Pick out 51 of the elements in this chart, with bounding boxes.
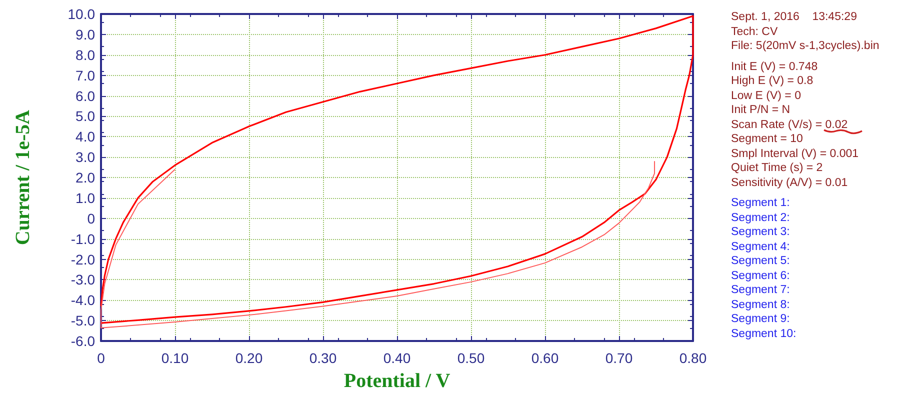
text: Init P/N = N: [731, 103, 792, 118]
y-tick-label: 7.0: [76, 67, 96, 84]
text: Quiet Time (s) = 2: [731, 161, 824, 176]
y-tick-label: -6.0: [70, 333, 96, 349]
y-tick-label: 9.0: [76, 26, 96, 42]
text: Smpl Interval (V) = 0.001: [731, 146, 860, 161]
x-tick-label: 0.10: [161, 350, 189, 366]
x-tick-label: 0.50: [457, 350, 485, 366]
y-tick-label: 0: [87, 210, 96, 226]
text: Segment = 10: [731, 132, 804, 146]
y-tick-label: -3.0: [70, 272, 96, 288]
text: Segment 2:: [731, 210, 791, 225]
x-tick-label: 0.30: [309, 350, 337, 366]
x-tick-label: 0: [97, 350, 106, 366]
y-tick-label: -1.0: [70, 230, 96, 247]
text: Segment 5:: [731, 254, 791, 268]
y-tick-label: 3.0: [76, 149, 96, 166]
text: File: 5(20mV s-1,3cycles).bin: [731, 39, 880, 54]
x-tick-label: 0.80: [679, 350, 707, 366]
y-tick-label: 4.0: [76, 128, 96, 145]
text: Tech: CV: [731, 24, 779, 39]
text: Sept. 1, 2016 13:45:29: [731, 10, 858, 24]
text: High E (V) = 0.8: [731, 74, 814, 88]
x-tick-label: 0.70: [605, 350, 633, 366]
text: Segment 6:: [731, 268, 791, 283]
text: Segment 8:: [731, 298, 791, 312]
y-tick-label: 10.0: [68, 6, 96, 22]
x-axis-title: Potential / V: [344, 370, 451, 392]
y-tick-label: 6.0: [76, 88, 96, 104]
x-tick-label: 0.40: [383, 350, 411, 366]
x-tick-label: 0.60: [531, 350, 559, 366]
text: Low E (V) = 0: [731, 88, 802, 103]
y-tick-label: -2.0: [70, 251, 96, 268]
text: Sensitivity (A/V) = 0.01: [731, 176, 849, 190]
text: Init E (V) = 0.748: [731, 60, 819, 74]
y-axis-title: Current / 1e-5A: [12, 109, 34, 246]
y-tick-label: 2.0: [76, 170, 96, 186]
text: Segment 9:: [731, 312, 791, 326]
y-tick-label: 5.0: [76, 108, 96, 124]
y-tick-label: -5.0: [70, 312, 96, 329]
line-series: [100, 160, 656, 328]
text: Segment 1:: [731, 196, 791, 210]
text: Segment 3:: [731, 225, 791, 240]
text: Scan Rate (V/s) = 0.02: [731, 118, 849, 132]
y-tick-label: -4.0: [70, 292, 96, 308]
text: Segment 7:: [731, 283, 791, 298]
text: Segment 4:: [731, 240, 791, 254]
y-tick-label: 8.0: [76, 46, 96, 63]
text: Segment 10:: [731, 326, 798, 341]
x-tick-label: 0.20: [235, 350, 263, 366]
y-tick-label: 1.0: [76, 190, 96, 206]
